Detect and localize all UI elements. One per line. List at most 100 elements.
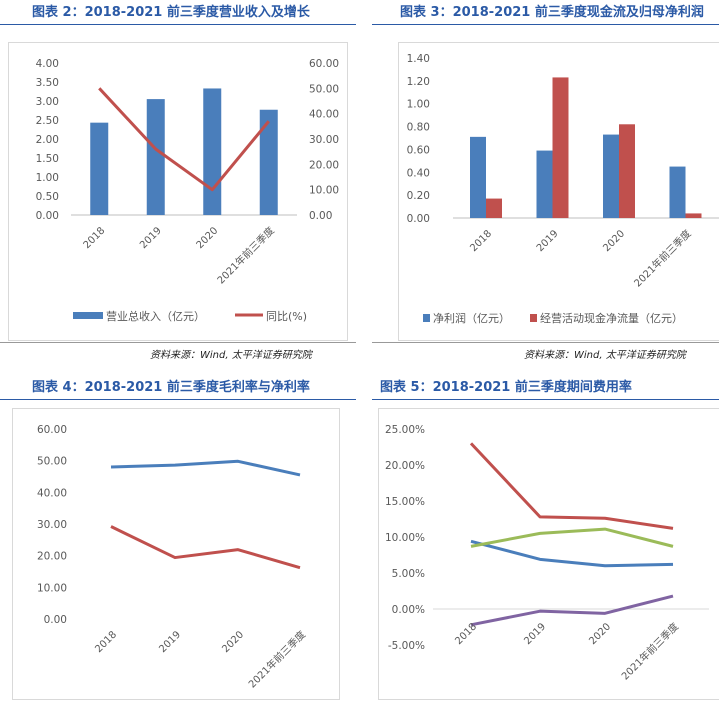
left-axis-tick: 0.00: [36, 210, 59, 222]
y-axis-tick: 0.00: [44, 614, 67, 626]
y-axis-tick: 20.00: [37, 551, 67, 563]
y-axis-tick: 25.00%: [385, 424, 425, 436]
y-axis-tick: 0.60: [407, 144, 430, 156]
right-axis-tick: 60.00: [309, 58, 339, 70]
expense-ratio-line: [471, 596, 673, 625]
chart-frame: 0.00 10.00 20.00 30.00 40.00 50.00 60.00 2018 20…: [12, 408, 340, 700]
y-axis-tick: 0.00%: [392, 604, 425, 616]
legend-swatch-cashflow: [530, 314, 537, 322]
y-axis-tick: 40.00: [37, 487, 67, 499]
y-axis-tick: 10.00: [37, 582, 67, 594]
left-axis-tick: 2.50: [36, 115, 59, 127]
right-axis-tick: 10.00: [309, 185, 339, 197]
x-tick-label: 2021年前三季度: [214, 224, 277, 287]
right-axis-tick: 0.00: [309, 210, 332, 222]
revenue-bar: [90, 123, 108, 215]
left-axis-tick: 3.00: [36, 96, 59, 108]
source-note: 资料来源：Wind, 太平洋证券研究院: [150, 346, 312, 361]
x-tick-label: 2021年前三季度: [619, 620, 682, 683]
y-axis-tick: 0.80: [407, 122, 430, 134]
revenue-bar: [260, 110, 278, 215]
left-axis-tick: 1.50: [36, 153, 59, 165]
y-axis-tick: 30.00: [37, 519, 67, 531]
chart-title: 图表 3：2018-2021 前三季度现金流及归母净利润: [400, 2, 704, 24]
cashflow-bar: [486, 199, 502, 218]
right-axis-tick: 20.00: [309, 159, 339, 171]
legend-label-cashflow: 经营活动现金净流量（亿元）: [540, 311, 683, 325]
yoy-line: [99, 88, 269, 189]
legend-label-revenue: 营业总收入（亿元）: [106, 309, 205, 323]
x-tick-label: 2019: [138, 225, 164, 251]
expense-ratio-line: [471, 529, 673, 546]
x-tick-label: 2019: [535, 228, 561, 254]
y-axis-tick: 10.00%: [385, 532, 425, 544]
chart-title: 图表 5：2018-2021 前三季度期间费用率: [380, 377, 632, 399]
y-axis-tick: 20.00%: [385, 460, 425, 472]
net-profit-bar: [537, 151, 553, 218]
revenue-chart: 0.00 0.50 1.00 1.50 2.00 2.50 3.00 3.50 4.00 0.00…: [9, 43, 347, 340]
left-axis-tick: 2.00: [36, 134, 59, 146]
chart-title: 图表 2：2018-2021 前三季度营业收入及增长: [32, 2, 310, 24]
left-axis-tick: 4.00: [36, 58, 59, 70]
net-margin-line: [111, 527, 300, 568]
y-axis-tick: 0.20: [407, 190, 430, 202]
revenue-bar: [203, 88, 221, 215]
chart-frame: 0.00 0.50 1.00 1.50 2.00 2.50 3.00 3.50 4.00 0.00…: [8, 42, 348, 341]
y-axis-tick: -5.00%: [388, 640, 425, 652]
y-axis-tick: 0.00: [407, 213, 430, 225]
net-profit-bar: [603, 135, 619, 218]
legend-label-yoy: 同比(%): [266, 310, 307, 323]
cashflow-bar: [619, 124, 635, 218]
legend-swatch-net-profit: [423, 314, 430, 322]
chart-panel-revenue: 图表 2：2018-2021 前三季度营业收入及增长 0.00 0.50 1.00 1…: [0, 0, 356, 365]
x-tick-label: 2019: [522, 621, 548, 647]
x-tick-label: 2018: [93, 629, 119, 655]
legend-swatch-revenue: [73, 312, 103, 319]
expense-ratio-chart: -5.00% 0.00% 5.00% 10.00% 15.00% 20.00% 25.00%…: [379, 409, 719, 699]
source-line: [0, 342, 356, 343]
y-axis-tick: 0.40: [407, 167, 430, 179]
y-axis-tick: 5.00%: [392, 568, 425, 580]
left-axis-tick: 1.00: [36, 172, 59, 184]
x-tick-label: 2021年前三季度: [246, 628, 309, 691]
cashflow-bar: [553, 77, 569, 218]
y-axis-tick: 60.00: [37, 424, 67, 436]
right-axis-tick: 50.00: [309, 83, 339, 95]
net-profit-bar: [470, 137, 486, 218]
x-tick-label: 2018: [82, 225, 108, 251]
chart-title: 图表 4：2018-2021 前三季度毛利率与净利率: [32, 377, 310, 399]
gross-margin-line: [111, 461, 300, 475]
revenue-bar: [147, 99, 165, 215]
source-note: 资料来源：Wind, 太平洋证券研究院: [524, 346, 686, 361]
x-tick-label: 2020: [195, 225, 221, 251]
right-axis-tick: 40.00: [309, 109, 339, 121]
left-axis-tick: 0.50: [36, 191, 59, 203]
chart-frame: -5.00% 0.00% 5.00% 10.00% 15.00% 20.00% 25.00%…: [378, 408, 719, 700]
source-line: [372, 342, 719, 343]
x-tick-label: 2020: [220, 629, 246, 655]
x-tick-label: 2018: [468, 228, 494, 254]
y-axis-tick: 1.20: [407, 76, 430, 88]
y-axis-tick: 50.00: [37, 456, 67, 468]
chart-panel-expenses: 图表 5：2018-2021 前三季度期间费用率 -5.00% 0.00% 5.00…: [372, 375, 719, 695]
legend-label-net-profit: 净利润（亿元）: [433, 311, 510, 325]
y-axis-tick: 15.00%: [385, 496, 425, 508]
margin-chart: 0.00 10.00 20.00 30.00 40.00 50.00 60.00 2018 20…: [13, 409, 339, 699]
x-tick-label: 2021年前三季度: [631, 227, 694, 290]
expense-ratio-line: [471, 443, 673, 528]
x-tick-label: 2020: [587, 621, 613, 647]
title-underline: [0, 24, 356, 25]
right-axis-tick: 30.00: [309, 134, 339, 146]
left-axis-tick: 3.50: [36, 77, 59, 89]
expense-ratio-line: [471, 541, 673, 565]
y-axis-tick: 1.40: [407, 53, 430, 65]
chart-panel-margins: 图表 4：2018-2021 前三季度毛利率与净利率 0.00 10.00 20.0…: [0, 375, 356, 695]
title-underline: [372, 24, 719, 25]
x-tick-label: 2020: [601, 228, 627, 254]
title-underline: [372, 399, 719, 400]
cashflow-bar: [686, 213, 702, 218]
title-underline: [0, 399, 356, 400]
chart-panel-cashflow: 图表 3：2018-2021 前三季度现金流及归母净利润 0.00 0.20 0.4…: [372, 0, 719, 365]
